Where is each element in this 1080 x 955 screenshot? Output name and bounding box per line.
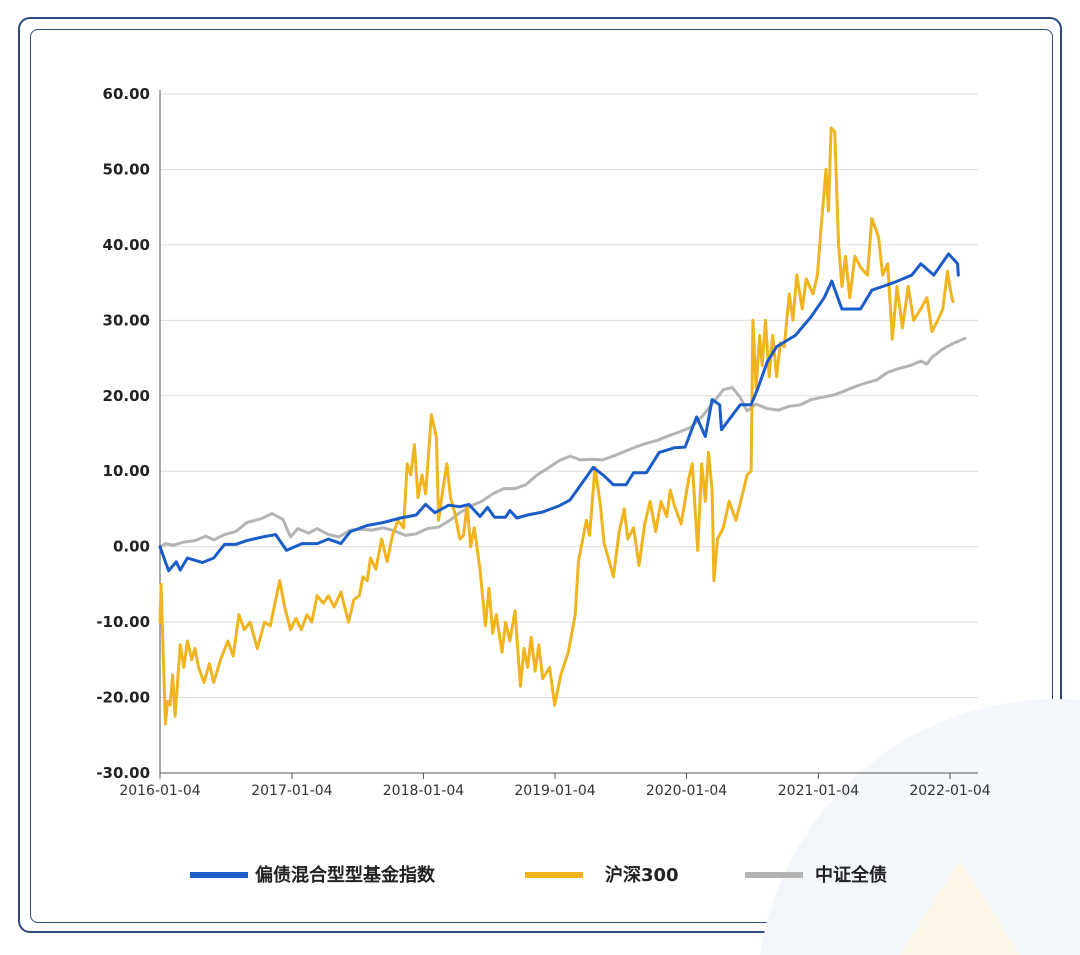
y-tick-label: 30.00 (103, 311, 150, 329)
y-tick-label: 40.00 (103, 236, 150, 254)
x-tick-label: 2016-01-04 (119, 783, 200, 799)
x-axis-ticks: 2016-01-04 2017-01-04 2018-01-04 2019-01-04… (119, 773, 991, 799)
x-tick-label: 2020-01-04 (646, 783, 727, 799)
watermark-logo (760, 699, 1080, 955)
y-tick-label: 0.00 (113, 538, 150, 556)
gridlines (160, 93, 978, 774)
y-tick-label: 20.00 (103, 387, 150, 405)
watermark-shape (760, 699, 1080, 955)
x-tick-label: 2017-01-04 (251, 783, 332, 799)
series-line-2 (158, 336, 967, 549)
axes (159, 90, 978, 774)
legend: 偏债混合型型基金指数 沪深300 中证全债 (190, 864, 887, 886)
series-line-1 (158, 126, 955, 726)
x-tick-label: 2021-01-04 (778, 783, 859, 799)
y-tick-label: 60.00 (103, 85, 150, 103)
outer-frame (18, 17, 1062, 933)
series-lines (158, 126, 967, 726)
y-tick-label: 50.00 (103, 160, 150, 178)
legend-label: 偏债混合型型基金指数 (255, 864, 436, 886)
series-line-0 (158, 252, 960, 573)
inner-frame (30, 29, 1053, 923)
x-tick-label: 2019-01-04 (514, 783, 595, 799)
legend-label: 中证全债 (815, 864, 887, 886)
x-tick-label: 2022-01-04 (909, 783, 990, 799)
y-tick-label: -10.00 (96, 613, 150, 631)
watermark-triangle (900, 860, 1020, 955)
x-tick-label: 2018-01-04 (383, 783, 464, 799)
y-axis-ticks: 60.00 50.00 40.00 30.00 20.00 10.00 0.00 -10.00… (96, 85, 150, 782)
legend-label: 沪深300 (605, 864, 679, 886)
y-tick-label: 10.00 (103, 462, 150, 480)
y-tick-label: -30.00 (96, 764, 150, 782)
y-tick-label: -20.00 (96, 689, 150, 707)
